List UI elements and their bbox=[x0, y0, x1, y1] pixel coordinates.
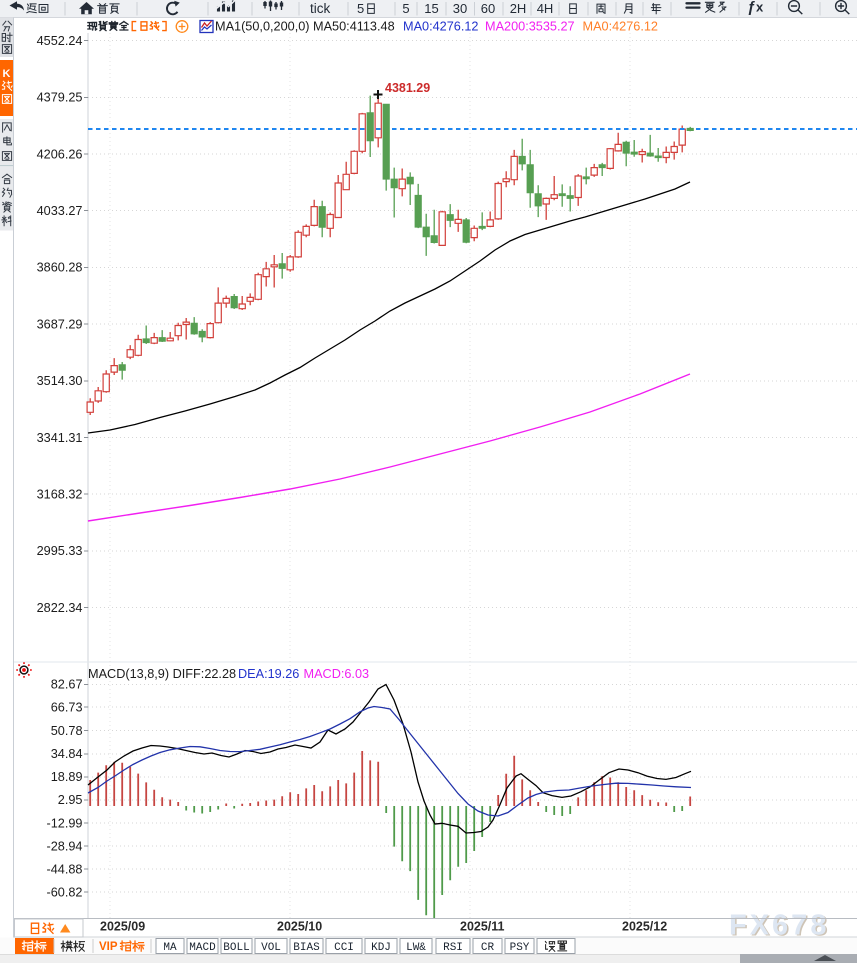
svg-text:MA1(50,0,200,0) MA50:4113.48: MA1(50,0,200,0) MA50:4113.48 bbox=[215, 20, 395, 34]
svg-text:ƒ: ƒ bbox=[747, 0, 755, 16]
svg-text:MA0:4276.12: MA0:4276.12 bbox=[583, 20, 658, 34]
svg-text:2025/12: 2025/12 bbox=[622, 920, 667, 934]
svg-text:RSI: RSI bbox=[443, 942, 463, 954]
svg-text:VOL: VOL bbox=[261, 942, 281, 954]
svg-text:-12.99: -12.99 bbox=[47, 816, 83, 830]
svg-text:MA0:4276.12: MA0:4276.12 bbox=[403, 20, 478, 34]
svg-text:2025/11: 2025/11 bbox=[460, 920, 505, 934]
svg-text:MACD(13,8,9) DIFF:22.28: MACD(13,8,9) DIFF:22.28 bbox=[88, 667, 236, 681]
svg-text:tick: tick bbox=[310, 1, 331, 16]
svg-text:3341.31: 3341.31 bbox=[37, 431, 83, 445]
svg-text:KDJ: KDJ bbox=[371, 942, 391, 954]
svg-text:4381.29: 4381.29 bbox=[385, 81, 430, 95]
svg-text:34.84: 34.84 bbox=[51, 747, 83, 761]
svg-text:K: K bbox=[3, 68, 11, 80]
svg-text:FX678: FX678 bbox=[729, 910, 829, 942]
svg-text:BOLL: BOLL bbox=[223, 942, 249, 954]
svg-text:3514.30: 3514.30 bbox=[37, 374, 83, 388]
svg-text:-60.82: -60.82 bbox=[47, 886, 83, 900]
svg-text:2822.34: 2822.34 bbox=[37, 601, 83, 615]
svg-text:50.78: 50.78 bbox=[51, 724, 83, 738]
svg-text:5: 5 bbox=[357, 1, 364, 16]
svg-text:MA200:3535.27: MA200:3535.27 bbox=[485, 20, 575, 34]
svg-text:CR: CR bbox=[481, 942, 495, 954]
svg-text:DEA:19.26: DEA:19.26 bbox=[238, 667, 299, 681]
svg-text:3860.28: 3860.28 bbox=[37, 261, 83, 275]
svg-text:MA: MA bbox=[163, 942, 177, 954]
svg-text:5: 5 bbox=[402, 1, 409, 16]
svg-text:-44.88: -44.88 bbox=[47, 863, 83, 877]
svg-text:2.95: 2.95 bbox=[58, 793, 83, 807]
svg-text:66.73: 66.73 bbox=[51, 701, 83, 715]
svg-text:2025/09: 2025/09 bbox=[100, 920, 145, 934]
svg-text:60: 60 bbox=[481, 1, 495, 16]
svg-text:PSY: PSY bbox=[510, 942, 530, 954]
svg-text:CCI: CCI bbox=[334, 942, 354, 954]
svg-text:LW&: LW& bbox=[406, 942, 426, 954]
svg-text:4379.25: 4379.25 bbox=[37, 91, 83, 105]
svg-text:18.89: 18.89 bbox=[51, 770, 83, 784]
svg-text:4H: 4H bbox=[537, 1, 554, 16]
svg-text:4552.24: 4552.24 bbox=[37, 34, 83, 48]
svg-text:MACD: MACD bbox=[189, 942, 216, 954]
svg-text:15: 15 bbox=[424, 1, 438, 16]
svg-text:3687.29: 3687.29 bbox=[37, 317, 83, 331]
svg-text:VIP: VIP bbox=[99, 941, 118, 953]
svg-text:4033.27: 4033.27 bbox=[37, 204, 83, 218]
svg-text:2025/10: 2025/10 bbox=[277, 920, 322, 934]
svg-text:BIAS: BIAS bbox=[293, 942, 320, 954]
svg-text:2995.33: 2995.33 bbox=[37, 544, 83, 558]
svg-text:82.67: 82.67 bbox=[51, 678, 83, 692]
svg-text:x: x bbox=[756, 0, 764, 15]
svg-text:2H: 2H bbox=[510, 1, 527, 16]
svg-text:MACD:6.03: MACD:6.03 bbox=[304, 667, 370, 681]
svg-text:3168.32: 3168.32 bbox=[37, 488, 83, 502]
svg-text:4206.26: 4206.26 bbox=[37, 147, 83, 161]
svg-text:30: 30 bbox=[453, 1, 467, 16]
svg-text:-28.94: -28.94 bbox=[47, 839, 83, 853]
